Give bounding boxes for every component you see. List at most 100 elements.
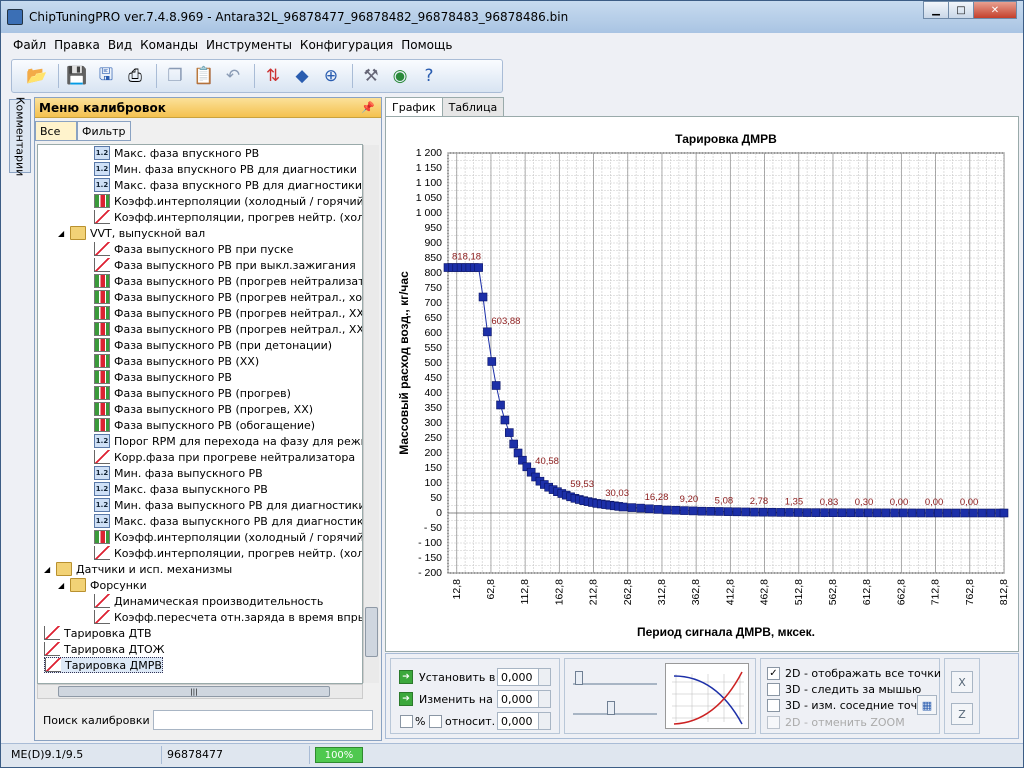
menu-tools[interactable]: Инструменты xyxy=(206,38,292,52)
data-point[interactable] xyxy=(509,439,518,449)
data-point[interactable] xyxy=(986,508,996,518)
data-point[interactable] xyxy=(750,507,759,517)
tree-item[interactable]: 1.2 Мин. фаза выпускного РВ для диагности… xyxy=(94,497,362,513)
data-point[interactable] xyxy=(522,462,532,472)
data-point[interactable] xyxy=(916,508,926,518)
menu-help[interactable]: Помощь xyxy=(401,38,453,52)
data-point[interactable] xyxy=(863,508,873,518)
data-point[interactable] xyxy=(899,508,908,518)
opt-3d-neighbors-checkbox[interactable] xyxy=(767,699,780,712)
filter-all-button[interactable]: Все xyxy=(35,121,77,141)
print-icon[interactable]: ⎙ xyxy=(128,66,142,86)
data-point[interactable] xyxy=(785,508,794,517)
help-icon[interactable]: ? xyxy=(424,66,434,86)
tree-item[interactable]: ◢ Форсунки xyxy=(58,577,147,593)
tab-chart[interactable]: График xyxy=(385,97,443,117)
tree-item[interactable]: Фаза выпускного РВ (прогрев нейтрал., ХХ… xyxy=(94,321,362,337)
tree-item[interactable]: Фаза выпускного РВ (прогрев) xyxy=(94,385,291,401)
tree-item[interactable]: Тарировка ДТОЖ xyxy=(44,641,165,657)
tree-item[interactable]: ◢ Датчики и исп. механизмы xyxy=(44,561,232,577)
menu-commands[interactable]: Команды xyxy=(140,38,199,52)
data-point[interactable] xyxy=(999,508,1009,518)
tree-item[interactable]: Фаза выпускного РВ (при детонации) xyxy=(94,337,332,353)
menu-edit[interactable]: Правка xyxy=(54,38,100,52)
grid-icon[interactable]: ▦ xyxy=(917,695,937,715)
data-point[interactable] xyxy=(653,505,663,514)
data-point[interactable] xyxy=(474,263,483,272)
tools-icon[interactable]: ⚒ xyxy=(363,66,379,86)
data-point[interactable] xyxy=(518,455,527,465)
data-point[interactable] xyxy=(723,507,733,516)
data-point[interactable] xyxy=(969,508,978,518)
data-point[interactable] xyxy=(942,508,952,518)
tree-item[interactable]: Фаза выпускного РВ xyxy=(94,369,232,385)
data-point[interactable] xyxy=(872,508,882,518)
slider-2[interactable] xyxy=(573,701,657,715)
tab-table[interactable]: Таблица xyxy=(441,97,505,117)
maximize-button[interactable]: □ xyxy=(948,1,974,19)
data-point[interactable] xyxy=(951,508,961,518)
tree-item[interactable]: ◢ VVT, выпускной вал xyxy=(58,225,205,241)
save-as-icon[interactable]: 🖫 xyxy=(98,64,114,85)
data-point[interactable] xyxy=(732,507,742,517)
tree-item[interactable]: 1.2 Порог RPM для перехода на фазу для ре… xyxy=(94,433,362,449)
curve-preview[interactable] xyxy=(665,663,749,729)
tree-item[interactable]: Тарировка ДТВ xyxy=(44,625,152,641)
expand-arrow-icon[interactable]: ◢ xyxy=(58,580,65,590)
relative-checkbox[interactable] xyxy=(429,715,442,728)
zoom-z-button[interactable]: Z xyxy=(951,703,973,725)
tree-item[interactable]: 1.2 Мин. фаза выпускного РВ xyxy=(94,465,263,481)
tree-item[interactable]: 1.2 Мин. фаза впускного РВ для диагностик… xyxy=(94,161,357,177)
data-point[interactable] xyxy=(697,506,707,516)
tree-item[interactable]: Фаза выпускного РВ (прогрев, ХХ) xyxy=(94,401,313,417)
paste-icon[interactable]: 📋 xyxy=(193,66,215,86)
info-icon[interactable]: ◆ xyxy=(295,66,309,86)
data-point[interactable] xyxy=(478,292,488,302)
close-button[interactable]: ✕ xyxy=(973,1,1017,19)
expand-arrow-icon[interactable]: ◢ xyxy=(58,228,65,238)
tree-item[interactable]: Фаза выпускного РВ при выкл.зажигания xyxy=(94,257,356,273)
menu-file[interactable]: Файл xyxy=(13,38,47,52)
data-point[interactable] xyxy=(491,381,501,390)
data-point[interactable] xyxy=(802,508,812,517)
tree-item[interactable]: Коэфф.интерполяции, прогрев нейтр. (холо… xyxy=(94,209,362,225)
slider-1[interactable] xyxy=(573,671,657,685)
data-point[interactable] xyxy=(526,467,536,477)
opt-2d-all-checkbox[interactable]: ✓ xyxy=(767,667,780,680)
minimize-button[interactable]: ▁ xyxy=(923,1,949,19)
tree-item[interactable]: Фаза выпускного РВ (прогрев нейтрал., ХХ… xyxy=(94,305,362,321)
data-point[interactable] xyxy=(688,506,698,516)
data-point[interactable] xyxy=(820,508,829,517)
data-point[interactable] xyxy=(855,508,864,518)
web-update-icon[interactable]: ◉ xyxy=(392,66,408,86)
tree-item[interactable]: Фаза выпускного РВ при пуске xyxy=(94,241,293,257)
data-point[interactable] xyxy=(487,357,497,366)
data-point[interactable] xyxy=(671,505,680,515)
comments-side-tab[interactable]: Комментарии xyxy=(9,96,31,176)
data-point[interactable] xyxy=(767,507,777,517)
data-point[interactable] xyxy=(811,508,821,517)
tree-item[interactable]: Фаза выпускного РВ (прогрев нейтрал., хо… xyxy=(94,289,362,305)
data-point[interactable] xyxy=(977,508,987,518)
data-point[interactable] xyxy=(715,507,724,516)
tree-horizontal-scrollbar[interactable]: ||| xyxy=(37,684,363,699)
data-point[interactable] xyxy=(483,327,492,337)
data-point[interactable] xyxy=(758,507,768,517)
tree-item[interactable]: Динамическая производительность xyxy=(94,593,323,609)
calibration-chart[interactable]: - 200 - 150 - 100 - 50 0 50 100 150 200 250 300 350… xyxy=(386,117,1018,651)
data-point[interactable] xyxy=(934,508,943,518)
checksum-icon[interactable]: ⊕ xyxy=(323,66,339,86)
tree-item[interactable]: Фаза выпускного РВ (ХХ) xyxy=(94,353,259,369)
set-value-icon[interactable]: ➔ xyxy=(399,670,413,684)
data-point[interactable] xyxy=(960,508,969,518)
tree-item[interactable]: Тарировка ДМРВ xyxy=(44,657,163,673)
data-point[interactable] xyxy=(500,415,510,425)
set-value-input[interactable]: 0,000 xyxy=(497,668,551,686)
data-point[interactable] xyxy=(636,503,645,513)
tree-item[interactable]: Коэфф.пересчета отн.заряда в время впрыс… xyxy=(94,609,362,625)
data-point[interactable] xyxy=(907,508,917,518)
zoom-x-button[interactable]: X xyxy=(951,671,973,693)
tree-item[interactable]: 1.2 Макс. фаза впускного РВ для диагности… xyxy=(94,177,362,193)
data-point[interactable] xyxy=(680,506,689,515)
expand-arrow-icon[interactable]: ◢ xyxy=(44,564,51,574)
